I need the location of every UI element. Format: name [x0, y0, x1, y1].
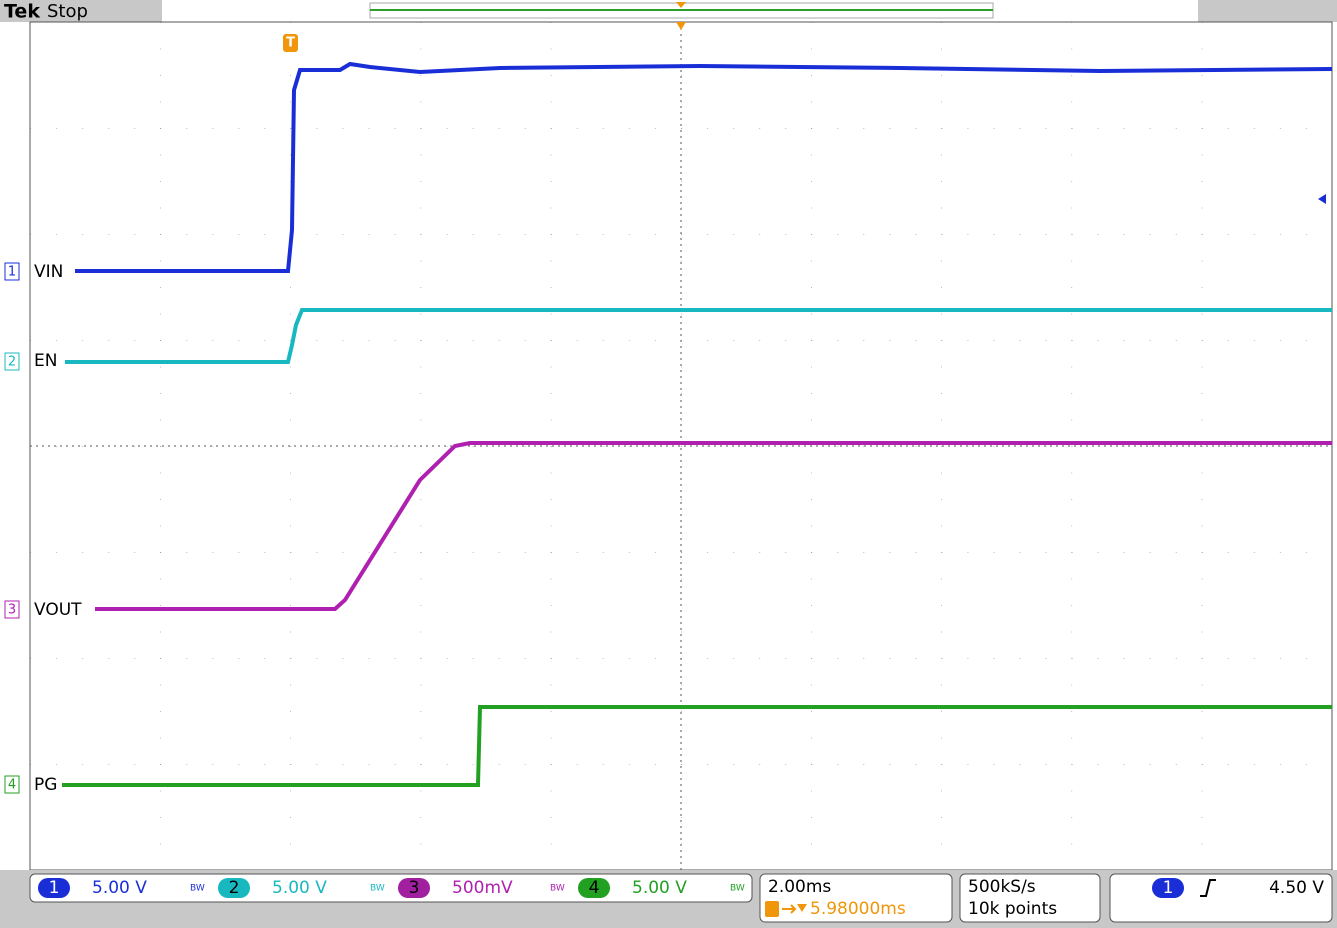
delay-icon [797, 904, 807, 912]
channel-badge [4, 262, 20, 281]
trigger-source-pill [1152, 878, 1184, 898]
bandwidth-limit: BW [190, 884, 205, 894]
channel-number: 3 [409, 878, 420, 898]
channel-3-label: 3 VOUT [4, 600, 82, 620]
time-scale: 2.00ms [768, 877, 831, 897]
channel-badge [4, 600, 20, 619]
vertical-panel [29, 873, 753, 903]
channel-scale: 5.00 V [272, 878, 327, 898]
waveform-pg [62, 705, 1332, 787]
brand: Tek [4, 1, 40, 23]
bandwidth-limit: BW [370, 884, 385, 894]
channel-badge [4, 352, 20, 371]
channel-scale: 5.00 V [92, 878, 147, 898]
trigger-icon [765, 901, 779, 917]
trigger-level-marker [1318, 194, 1326, 204]
trigger-marker: T [286, 36, 295, 51]
channel-pill [578, 878, 610, 898]
waveform-vout [95, 441, 1332, 611]
status: Stop [47, 1, 88, 22]
channel-badge [4, 775, 20, 794]
channel-number: 3 [8, 603, 16, 618]
rising-edge-icon [1200, 879, 1216, 897]
channel-name: EN [34, 351, 57, 371]
trigger-level: 4.50 V [1269, 878, 1324, 898]
channel-name: VOUT [34, 600, 82, 620]
channel-1-scale: 1 5.00 V BW [38, 878, 205, 898]
channel-scale: 5.00 V [632, 878, 687, 898]
channel-2-scale: 2 5.00 V BW [218, 878, 385, 898]
channel-1-label: 1 VIN [4, 262, 63, 282]
channel-number: 1 [8, 265, 16, 280]
channel-number: 2 [8, 355, 16, 370]
channel-pill [218, 878, 250, 898]
channel-number: 2 [229, 878, 240, 898]
channel-2-label: 2 EN [4, 351, 57, 371]
trigger-position: 5.98000ms [810, 899, 906, 919]
channel-3-scale: 3 500mV BW [398, 878, 565, 898]
channel-scale: 500mV [452, 878, 513, 898]
channel-number: 4 [8, 778, 16, 793]
bandwidth-limit: BW [730, 884, 745, 894]
channel-number: 4 [589, 878, 600, 898]
arrow-icon [782, 904, 797, 914]
channel-4-label: 4 PG [4, 775, 57, 795]
channel-pill [38, 878, 70, 898]
timebase-panel [759, 873, 953, 923]
bandwidth-limit: BW [550, 884, 565, 894]
sample-rate: 500kS/s [968, 877, 1036, 897]
waveform-en [65, 308, 1332, 364]
waveform-vin [75, 61, 1333, 273]
channel-pill [398, 878, 430, 898]
trigger-source: 1 [1163, 878, 1174, 898]
trigger-position-marker [676, 22, 686, 30]
channel-4-scale: 4 5.00 V BW [578, 878, 745, 898]
channel-name: VIN [34, 262, 63, 282]
trigger-marker-box [283, 34, 298, 52]
record-length: 10k points [968, 899, 1057, 919]
channel-number: 1 [49, 878, 60, 898]
center-marker [676, 2, 686, 8]
acquisition-panel [959, 873, 1101, 923]
channel-name: PG [34, 775, 57, 795]
